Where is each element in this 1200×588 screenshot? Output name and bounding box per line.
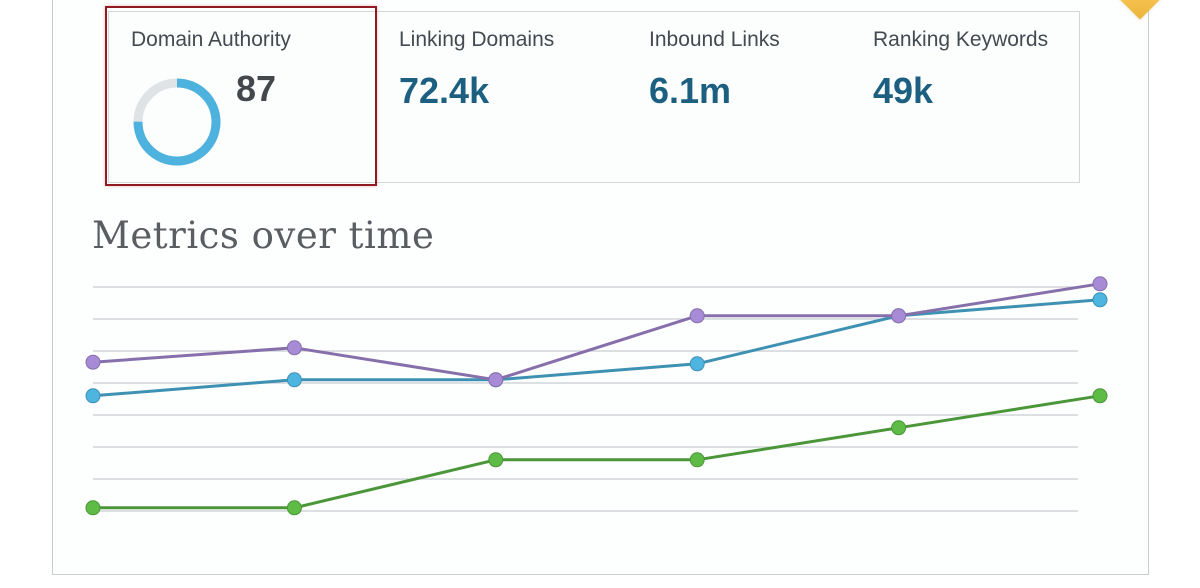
metric-label: Ranking Keywords [873,28,1049,51]
metric-ranking-keywords[interactable]: Ranking Keywords 49k [871,12,1077,182]
metric-label: Inbound Links [649,28,780,51]
metric-inbound-links[interactable]: Inbound Links 6.1m [647,12,867,182]
chart-title: Metrics over time [92,214,435,257]
metrics-strip: Domain Authority 87 Linking Domains 72.4… [108,11,1080,183]
metric-linking-domains[interactable]: Linking Domains 72.4k [397,12,637,182]
metric-value: 72.4k [399,70,490,111]
metric-value: 6.1m [649,70,732,111]
metric-label: Domain Authority [131,28,291,51]
metric-domain-authority[interactable]: Domain Authority 87 [109,12,375,182]
metric-label: Linking Domains [399,28,555,51]
domain-authority-gauge-icon [133,78,221,166]
domain-authority-value: 87 [236,68,277,109]
metric-value: 49k [873,70,934,111]
selection-highlight [105,6,377,186]
